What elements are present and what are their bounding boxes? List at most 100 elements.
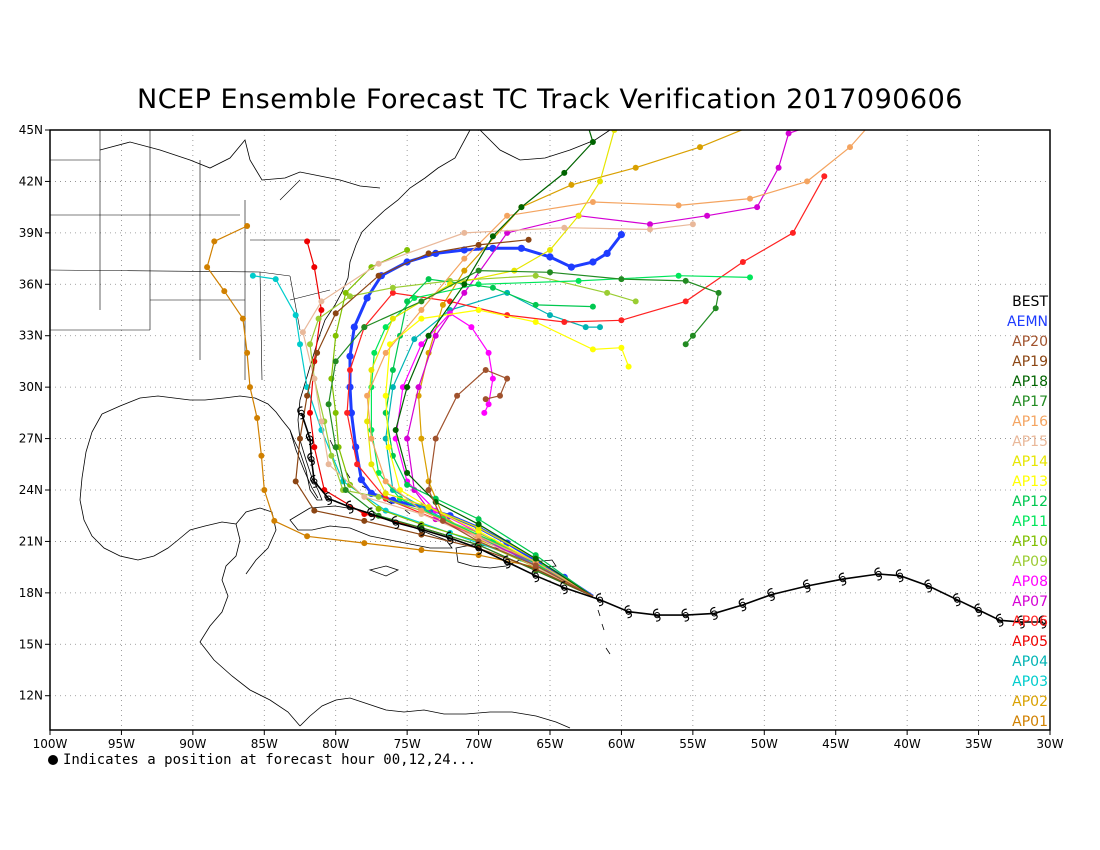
track-point-ap18 [461,281,468,288]
track-point-ap17 [418,298,425,305]
track-point-ap03 [297,341,303,348]
x-tick-label: 70W [465,737,492,751]
coastlines [50,130,611,729]
track-point-ap15 [361,493,368,500]
track-point-ap18 [404,469,411,476]
track-point-ap12 [589,303,596,310]
track-point-ap14 [382,490,389,497]
track-line-ap08 [395,312,594,597]
track-point-ap12 [382,409,389,416]
track-point-ap17 [682,277,689,284]
track-point-ap02 [461,267,468,274]
track-point-ap16 [418,507,425,514]
us-east-coastline [101,130,471,501]
track-point-ap14 [368,461,375,468]
track-point-ap06 [344,409,351,416]
track-point-ap20 [454,392,461,399]
track-point-ap02 [697,144,703,151]
track-point-ap20 [497,392,503,399]
track-point-ap12 [425,276,432,283]
track-point-ap18 [589,139,596,145]
track-point-ap19 [332,310,339,317]
track-point-ap15 [318,298,325,305]
map-frame [49,129,1051,731]
track-point-aemn [347,409,355,417]
track-point-ap18 [576,93,582,99]
y-tick-label: 18N [19,586,43,600]
track-point-ap12 [489,284,496,291]
track-ap19 [292,236,594,597]
x-tick-label: 60W [608,737,635,751]
track-point-ap04 [389,384,396,391]
track-point-ap07 [775,164,782,171]
track-point-ap19 [311,507,318,514]
track-point-ap16 [847,144,853,151]
track-point-ap01 [239,315,246,322]
hurricane-symbol-icon [895,569,904,583]
track-point-ap14 [618,101,624,107]
hurricane-symbol-icon [345,500,354,514]
track-point-ap01 [244,349,251,356]
track-point-aemn [517,244,526,252]
legend-entry-ap09: AP09 [1012,554,1048,570]
hurricane-symbol-icon [652,608,661,622]
y-tick-label: 15N [19,637,43,651]
track-point-ap10 [404,247,411,253]
track-point-ap15 [318,418,325,425]
track-point-ap19 [525,236,532,243]
mexico-coastline [79,413,301,727]
track-point-ap07 [432,332,439,339]
track-point-ap11 [411,295,418,301]
track-point-ap20 [482,367,489,373]
track-point-ap01 [204,264,211,271]
track-point-ap13 [625,363,632,370]
track-point-ap09 [389,284,396,291]
track-point-ap13 [618,344,625,351]
track-point-ap20 [432,435,439,442]
track-point-ap16 [804,178,811,185]
x-tick-label: 45W [822,737,849,751]
track-point-ap14 [575,212,582,219]
track-point-ap05 [307,409,313,416]
legend-entry-ap17: AP17 [1012,394,1048,410]
track-point-ap01 [418,547,425,553]
x-tick-label: 50W [751,737,778,751]
track-point-ap05 [318,307,325,313]
track-line-ap18 [395,130,594,597]
track-point-ap17 [332,444,339,451]
track-point-ap08 [418,341,425,348]
legend-entry-best: BEST [1012,294,1048,310]
track-point-ap18 [489,233,496,240]
great-lakes [99,139,381,189]
track-point-ap19 [297,435,303,442]
track-point-ap19 [314,349,321,356]
track-point-ap09 [328,452,335,459]
track-point-ap10 [332,332,339,339]
legend-entry-ap12: AP12 [1012,494,1048,510]
track-point-ap15 [375,260,382,267]
track-point-ap15 [647,226,653,233]
hurricane-symbol-icon [595,593,604,607]
y-tick-label: 21N [19,534,43,548]
track-point-ap16 [382,349,389,356]
track-point-ap16 [418,307,425,313]
track-point-ap08 [485,401,492,408]
hurricane-symbol-icon [391,515,400,530]
legend-entry-ap11: AP11 [1012,514,1048,530]
track-point-ap04 [382,435,389,442]
track-point-ap01 [271,517,278,524]
track-point-ap07 [785,130,792,137]
y-tick-label: 42N [19,174,43,188]
track-point-ap13 [589,346,596,353]
track-ap20 [425,367,594,597]
hurricane-symbol-icon [474,541,483,555]
track-point-ap06 [561,319,568,325]
x-tick-label: 90W [179,737,206,751]
track-point-ap13 [475,307,482,313]
hurricane-symbol-icon [952,593,961,607]
track-point-ap15 [561,224,568,231]
track-point-aemn [346,352,354,360]
y-tick-label: 39N [19,226,43,240]
track-point-ap07 [404,435,411,442]
track-line-ap14 [366,130,615,597]
